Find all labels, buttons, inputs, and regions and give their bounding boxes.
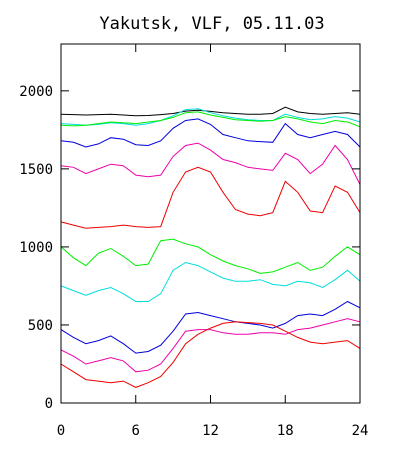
series-line-2 — [60, 108, 361, 126]
y-tick-label: 500 — [28, 318, 53, 334]
axis-layer: 0 6 12 18 24 0 500 1000 1500 2000 — [19, 44, 368, 439]
series-line-3 — [60, 111, 361, 128]
series-layer — [60, 106, 361, 388]
series-line-10 — [60, 318, 361, 373]
series-line-8 — [60, 261, 361, 302]
y-tick-label: 2000 — [19, 84, 53, 100]
series-line-1 — [60, 106, 361, 117]
y-tick-label: 0 — [45, 396, 53, 412]
x-tick-label: 6 — [132, 423, 140, 439]
x-tick-label: 18 — [277, 423, 294, 439]
x-tick-label: 12 — [202, 423, 219, 439]
series-line-11 — [60, 321, 361, 388]
chart-title: Yakutsk, VLF, 05.11.03 — [99, 14, 324, 34]
series-line-6 — [60, 166, 361, 229]
series-line-9 — [60, 300, 361, 354]
series-line-4 — [60, 118, 361, 148]
y-tick-label: 1000 — [19, 240, 53, 256]
y-tick-label: 1500 — [19, 162, 53, 178]
plot-frame — [60, 43, 361, 404]
x-tick-label: 24 — [352, 423, 369, 439]
series-line-5 — [60, 142, 361, 185]
x-tick-label: 0 — [57, 423, 65, 439]
series-line-7 — [60, 238, 361, 274]
